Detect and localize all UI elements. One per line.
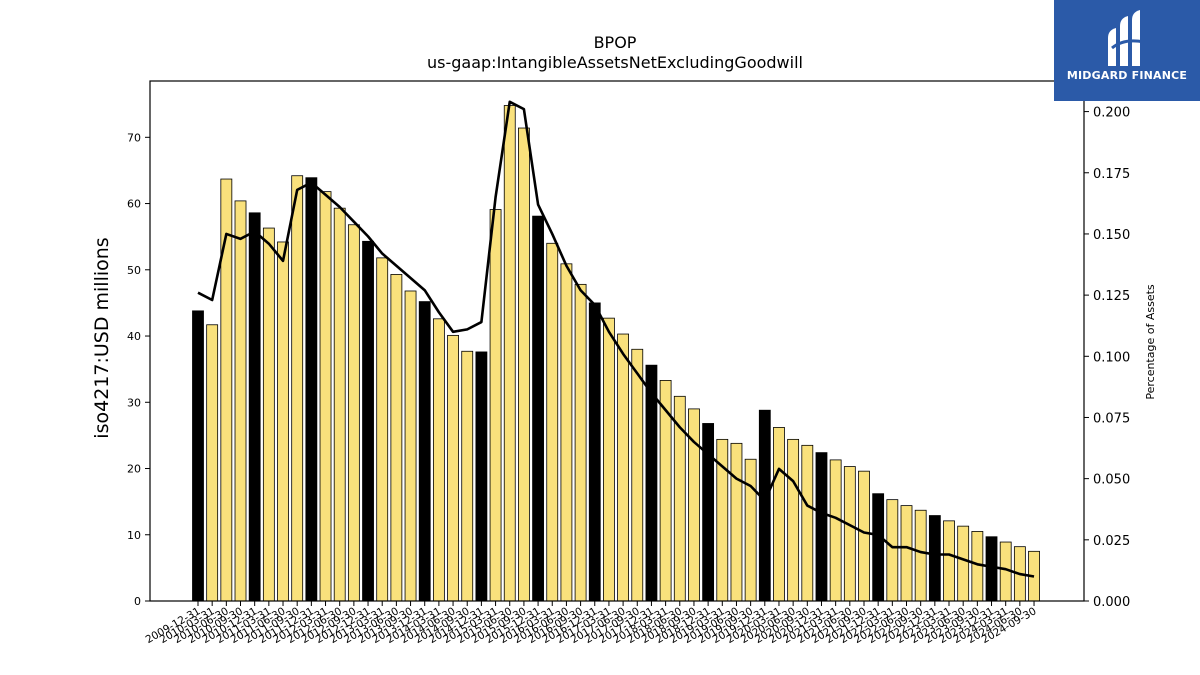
y-right-tick-label: 0.200	[1093, 106, 1130, 121]
chart-title: BPOP	[594, 33, 637, 52]
bar	[617, 333, 629, 602]
bar	[475, 351, 488, 602]
y-tick-label: 10	[127, 529, 141, 542]
bar	[758, 409, 771, 602]
bar	[333, 207, 346, 602]
y-tick-label: 40	[127, 330, 141, 343]
bar	[843, 466, 856, 602]
y-axis-right-label: Percentage of Assets	[1144, 284, 1157, 400]
bars-group	[192, 105, 1040, 602]
y-tick-label: 0	[134, 595, 141, 608]
bar	[815, 452, 828, 602]
bar	[603, 317, 615, 602]
bar	[319, 191, 332, 602]
bar	[432, 318, 445, 602]
y-axis-left: 0 10 20 30 40 50 60 70	[127, 131, 150, 608]
y-axis-label: iso4217:USD millions	[91, 237, 113, 438]
bar	[347, 224, 360, 602]
line-group	[197, 100, 1035, 578]
y-right-tick-label: 0.050	[1093, 473, 1130, 488]
bar	[943, 520, 955, 602]
y-tick-label: 50	[127, 264, 141, 277]
bar	[404, 290, 417, 602]
bar	[801, 444, 814, 602]
bar	[418, 301, 431, 602]
bar	[914, 509, 927, 602]
bar	[376, 257, 389, 602]
brand-logo: MIDGARD FINANCE	[1054, 0, 1200, 101]
y-tick-label: 70	[127, 131, 141, 144]
bar	[886, 499, 899, 602]
bar	[206, 324, 219, 602]
bar	[532, 215, 544, 602]
bar	[220, 178, 233, 602]
y-right-tick-label: 0.125	[1093, 289, 1130, 304]
bar	[447, 334, 459, 602]
bar	[277, 241, 289, 602]
chart-subtitle: us-gaap:IntangibleAssetsNetExcludingGood…	[427, 53, 803, 72]
bar	[872, 493, 885, 602]
bar	[957, 525, 970, 602]
bar	[518, 127, 530, 602]
bar	[291, 175, 304, 602]
y-right-tick-label: 0.175	[1093, 167, 1130, 182]
bar	[631, 348, 644, 602]
bar	[985, 536, 998, 602]
y-right-tick-label: 0.150	[1093, 228, 1130, 243]
x-axis: 2009-12-312010-03-312010-06-302010-09-30…	[144, 601, 1039, 646]
y-right-tick-label: 0.000	[1093, 595, 1130, 610]
y-tick-label: 60	[127, 198, 141, 211]
bar	[829, 459, 842, 602]
plot-frame	[149, 80, 1085, 602]
y-right-tick-label: 0.075	[1093, 411, 1130, 426]
y-right-tick-label: 0.100	[1093, 350, 1130, 365]
bar	[362, 240, 374, 602]
bar	[928, 515, 941, 602]
bar	[262, 227, 275, 602]
logo-text: MIDGARD FINANCE	[1066, 69, 1188, 82]
bar	[248, 212, 261, 602]
y-right-tick-label: 0.025	[1093, 534, 1130, 549]
bar	[787, 438, 800, 602]
bar	[730, 442, 743, 602]
bar	[234, 200, 247, 602]
bar	[305, 177, 318, 602]
bar	[574, 283, 587, 602]
bar	[489, 209, 502, 602]
bar	[588, 302, 601, 602]
bar	[503, 105, 516, 602]
series-line	[197, 100, 1035, 578]
midgard-logo-icon	[1108, 10, 1145, 66]
y-tick-label: 30	[127, 396, 141, 409]
y-tick-label: 20	[127, 463, 141, 476]
bar	[858, 470, 870, 602]
bar	[192, 310, 204, 602]
bar	[461, 350, 474, 602]
bar	[744, 458, 757, 602]
bar	[390, 274, 403, 602]
y-axis-right: 0.000 0.025 0.050 0.075 0.100 0.125 0.150 0.175…	[1084, 106, 1130, 610]
bar	[560, 263, 573, 602]
bar	[546, 242, 559, 602]
bar	[773, 427, 785, 602]
bar	[645, 364, 658, 602]
bar	[900, 505, 913, 602]
